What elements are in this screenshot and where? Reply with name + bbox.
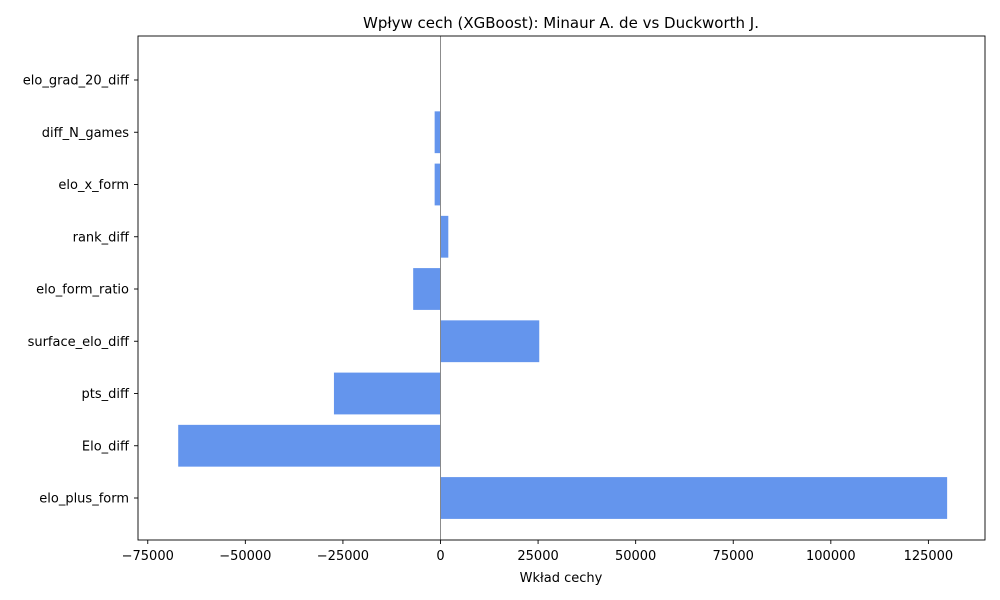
x-tick-label: 100000 — [806, 549, 856, 564]
x-tick-label: 50000 — [615, 549, 656, 564]
bars-group — [178, 111, 948, 519]
y-tick-label: elo_plus_form — [39, 492, 129, 507]
x-tick-label: −50000 — [219, 549, 271, 564]
y-axis: elo_grad_20_diff diff_N_games elo_x_formra… — [23, 74, 138, 507]
bar-elo_x_form — [434, 163, 441, 206]
x-tick-label: 25000 — [517, 549, 558, 564]
chart-title: Wpływ cech (XGBoost): Minaur A. de vs Du… — [363, 14, 759, 32]
y-tick-label: rank_diff — [73, 230, 130, 245]
y-tick-label: surface_elo_diff — [28, 335, 130, 350]
y-tick-label: pts_diff — [82, 387, 130, 402]
plot-frame — [137, 35, 986, 541]
y-tick-label: elo_x_form — [58, 178, 129, 193]
x-axis: −75000 −50000 −25000 0 25000 50000 75000 100000… — [122, 540, 954, 564]
bar-pts_diff — [333, 372, 441, 415]
x-tick-label: 75000 — [713, 549, 754, 564]
bar-surface_elo_diff — [440, 320, 540, 363]
bar-elo_form_ratio — [413, 268, 441, 310]
bar-Elo_diff — [178, 424, 441, 467]
bar-elo_plus_form — [440, 477, 948, 519]
bar-diff_N_games — [434, 111, 441, 154]
x-tick-label: −25000 — [317, 549, 369, 564]
x-tick-label: −75000 — [122, 549, 174, 564]
y-tick-label: elo_grad_20_diff — [23, 74, 130, 89]
x-tick-label: 125000 — [904, 549, 954, 564]
y-tick-label: diff_N_games — [42, 126, 129, 141]
x-axis-label: Wkład cechy — [520, 571, 603, 586]
y-tick-label: elo_form_ratio — [36, 283, 129, 298]
x-tick-label: 0 — [436, 549, 444, 564]
y-tick-label: Elo_diff — [82, 439, 130, 454]
bar-rank_diff — [440, 215, 449, 258]
